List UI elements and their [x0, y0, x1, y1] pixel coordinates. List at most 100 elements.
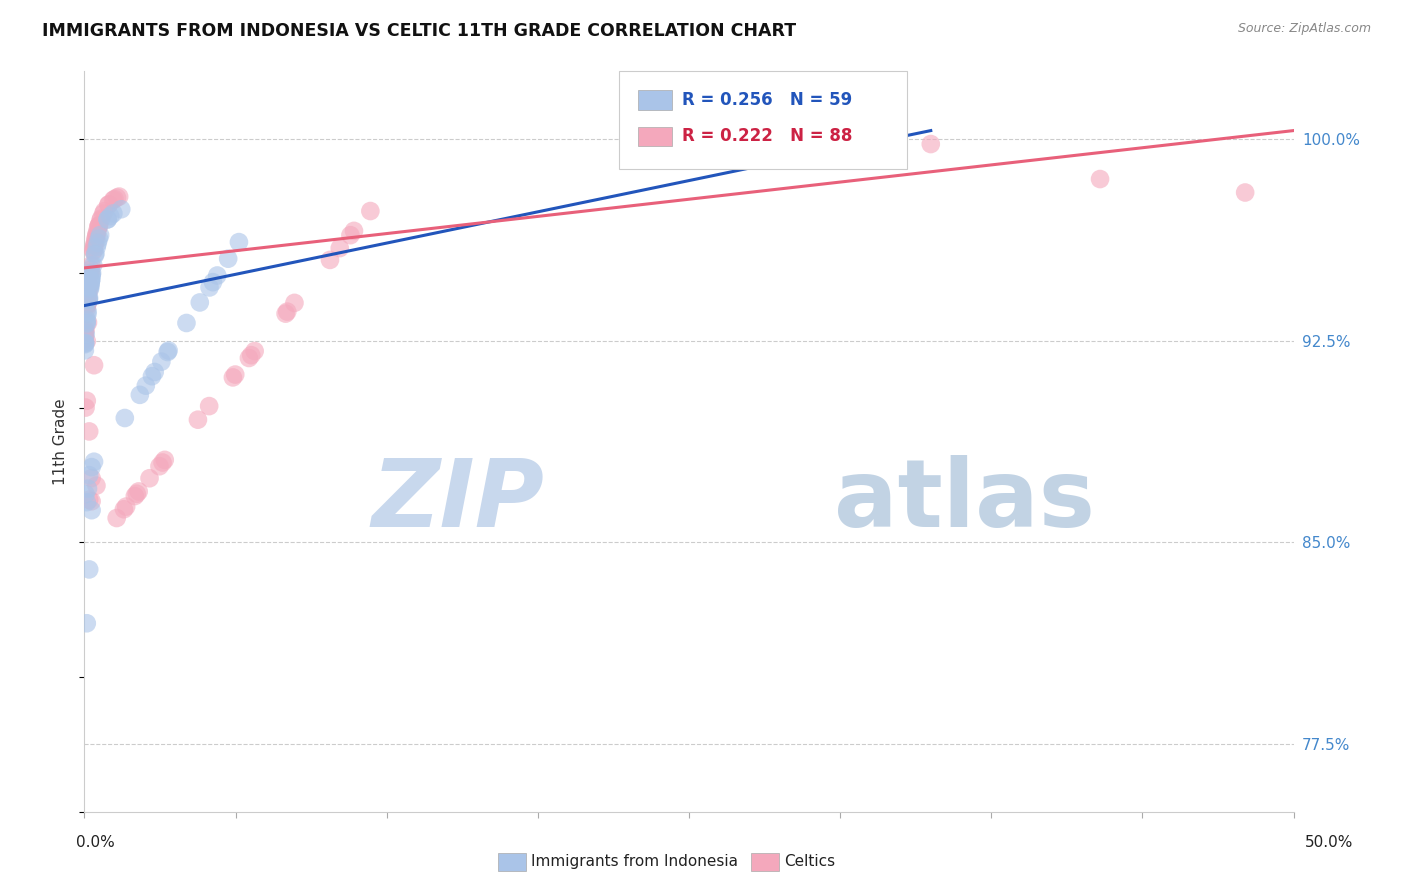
- Point: [77, 492, 100, 507]
- Point: [80, 273, 103, 287]
- Point: [76, 301, 98, 316]
- Point: [80, 460, 103, 475]
- Point: [75, 322, 97, 336]
- Text: 50.0%: 50.0%: [1305, 836, 1353, 850]
- Point: [80, 503, 103, 517]
- Point: [79, 267, 101, 281]
- Point: [80, 269, 103, 284]
- Point: [79, 280, 101, 294]
- Point: [97, 197, 120, 211]
- Point: [77, 286, 100, 301]
- Point: [97, 197, 120, 211]
- Point: [97, 212, 120, 227]
- Point: [82, 244, 104, 258]
- Point: [73, 328, 96, 343]
- Point: [1234, 186, 1257, 200]
- Point: [156, 345, 179, 359]
- Point: [73, 332, 96, 346]
- Point: [79, 282, 101, 296]
- Point: [77, 285, 100, 300]
- Point: [75, 401, 97, 415]
- Point: [77, 316, 100, 330]
- Point: [76, 293, 98, 307]
- Text: ZIP: ZIP: [371, 455, 544, 547]
- Point: [77, 291, 100, 305]
- Y-axis label: 11th Grade: 11th Grade: [53, 398, 69, 485]
- Point: [77, 425, 100, 439]
- Point: [920, 136, 942, 151]
- Point: [76, 298, 98, 312]
- Point: [157, 343, 180, 358]
- Point: [207, 268, 229, 283]
- Point: [76, 307, 98, 321]
- Text: Celtics: Celtics: [785, 855, 835, 869]
- Point: [91, 207, 114, 221]
- Point: [80, 494, 103, 508]
- Point: [80, 258, 103, 272]
- Point: [187, 413, 209, 427]
- Point: [73, 329, 96, 343]
- Text: R = 0.256   N = 59: R = 0.256 N = 59: [682, 91, 852, 109]
- Point: [76, 313, 98, 327]
- Point: [135, 378, 157, 392]
- Point: [79, 262, 101, 277]
- Point: [114, 411, 136, 425]
- Point: [276, 304, 298, 318]
- Point: [83, 238, 105, 252]
- Point: [143, 365, 166, 379]
- Point: [87, 219, 110, 233]
- Point: [84, 230, 107, 244]
- Point: [83, 455, 105, 469]
- Point: [80, 266, 103, 280]
- Point: [77, 277, 100, 292]
- Point: [76, 295, 98, 310]
- Point: [77, 293, 100, 307]
- Point: [89, 227, 111, 242]
- Point: [238, 351, 260, 365]
- Point: [82, 258, 104, 272]
- Point: [73, 334, 96, 348]
- Point: [79, 266, 101, 280]
- Point: [77, 282, 100, 296]
- Point: [138, 471, 160, 485]
- Point: [125, 487, 148, 501]
- Point: [86, 240, 108, 254]
- Point: [105, 511, 128, 525]
- Point: [83, 240, 105, 254]
- Point: [98, 209, 121, 223]
- Point: [76, 297, 98, 311]
- Point: [76, 296, 98, 310]
- Point: [148, 459, 170, 474]
- Point: [87, 219, 110, 234]
- Point: [1088, 172, 1111, 186]
- Text: Source: ZipAtlas.com: Source: ZipAtlas.com: [1237, 22, 1371, 36]
- Point: [77, 292, 100, 306]
- Point: [80, 268, 103, 282]
- Point: [80, 471, 103, 485]
- Point: [73, 325, 96, 339]
- Point: [76, 297, 98, 311]
- Point: [76, 616, 98, 631]
- Point: [274, 307, 297, 321]
- Point: [90, 213, 112, 227]
- Point: [76, 495, 98, 509]
- Point: [77, 278, 100, 293]
- Point: [76, 304, 98, 318]
- Point: [359, 204, 381, 219]
- Point: [150, 354, 173, 368]
- Point: [228, 235, 250, 249]
- Point: [243, 344, 266, 359]
- Point: [176, 316, 198, 330]
- Point: [79, 277, 101, 291]
- Point: [222, 370, 245, 384]
- Point: [115, 500, 138, 514]
- Point: [73, 343, 96, 358]
- Point: [87, 231, 110, 245]
- Point: [79, 277, 101, 292]
- Point: [83, 358, 105, 372]
- Point: [86, 227, 108, 241]
- Point: [73, 332, 96, 346]
- Point: [76, 393, 98, 408]
- Point: [73, 324, 96, 338]
- Point: [73, 324, 96, 338]
